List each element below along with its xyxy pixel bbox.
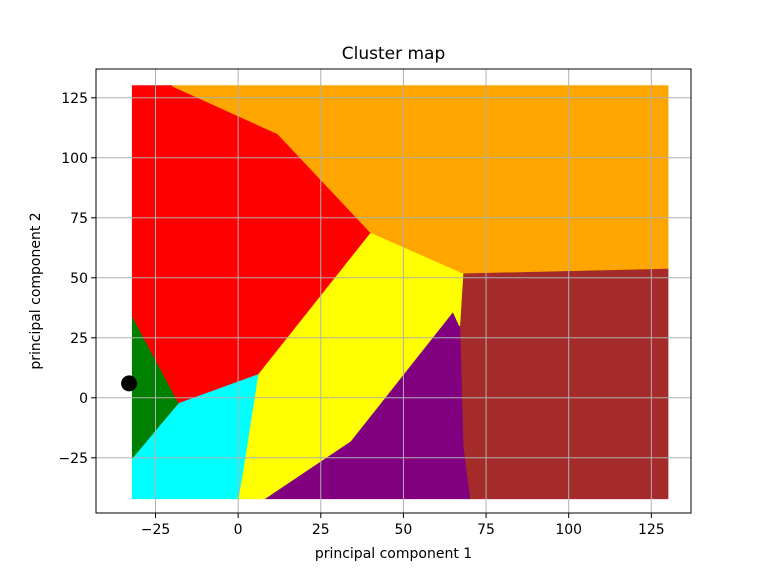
cluster-regions (131, 85, 669, 500)
x-tick-label: −25 (141, 522, 171, 538)
y-tick-label: 75 (70, 211, 88, 227)
cluster-region-1 (459, 267, 669, 500)
y-tick-label: 100 (61, 151, 88, 167)
x-tick-label: 25 (312, 522, 330, 538)
x-axis-label: principal component 1 (315, 546, 472, 562)
y-tick-label: −25 (58, 451, 88, 467)
grid (96, 69, 691, 513)
data-point (121, 375, 138, 392)
x-tick-label: 50 (395, 522, 413, 538)
y-tick-label: 25 (70, 331, 88, 347)
x-tick-label: 0 (234, 522, 243, 538)
chart-title: Cluster map (342, 44, 446, 64)
y-tick-label: 0 (79, 391, 88, 407)
x-tick-label: 75 (477, 522, 495, 538)
y-axis-label: principal component 2 (28, 212, 44, 369)
data-points (121, 375, 138, 392)
plot-frame (95, 68, 692, 514)
x-tick-label: 125 (638, 522, 665, 538)
y-tick-label: 50 (70, 271, 88, 287)
x-tick-label: 100 (555, 522, 582, 538)
y-tick-label: 125 (61, 91, 88, 107)
axis-ticks: −25 0 25 50 75 100 125 −25 0 25 50 75 100 125 (58, 91, 664, 538)
cluster-region-7 (171, 85, 669, 274)
